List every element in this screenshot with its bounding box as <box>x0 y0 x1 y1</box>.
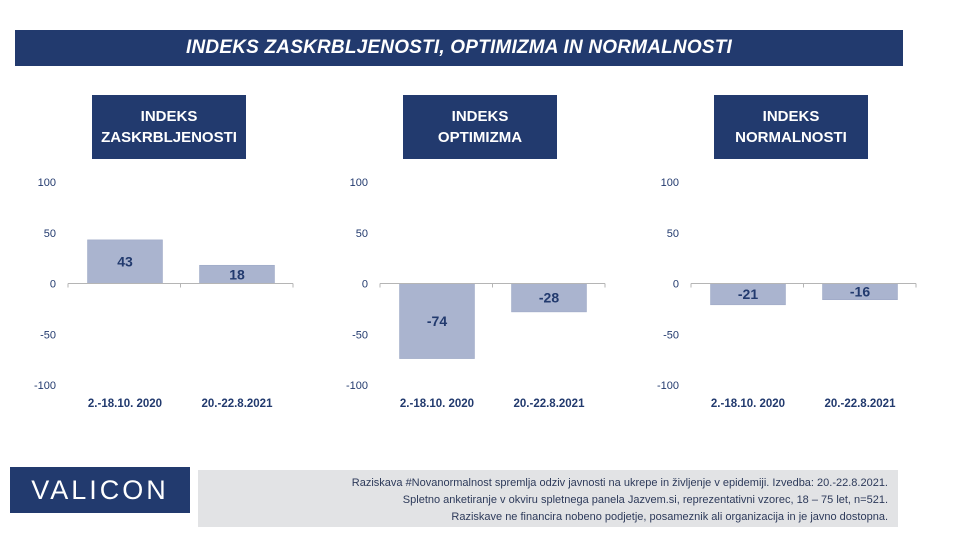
chart-title-line-2: ZASKRBLJENOSTI <box>101 129 237 146</box>
bar <box>87 239 163 284</box>
chart-optimizem: 100 50 0 -50 -100 -74 -28 2.-18.10. 2020 20.-22.… <box>346 177 606 410</box>
chart-title-line-1: INDEKS <box>451 108 509 125</box>
valicon-logo: VALICON <box>10 467 190 513</box>
y-tick-label: 0 <box>673 279 679 291</box>
category-label: 2.-18.10. 2020 <box>88 398 162 410</box>
footer-line-3: Raziskave ne financira nobeno podjetje, … <box>451 511 888 523</box>
y-tick-label: 0 <box>362 279 368 291</box>
bar-value-label: 18 <box>229 266 245 282</box>
bar-value-label: 43 <box>117 254 133 270</box>
y-tick-label: -50 <box>40 329 56 341</box>
category-label: 2.-18.10. 2020 <box>400 398 474 410</box>
y-tick-label: 100 <box>350 177 368 189</box>
chart-title-line-2: NORMALNOSTI <box>735 129 847 146</box>
bar <box>511 283 587 313</box>
y-tick-label: 100 <box>661 177 679 189</box>
y-tick-label: 0 <box>50 279 56 291</box>
main-title: INDEKS ZASKRBLJENOSTI, OPTIMIZMA IN NORM… <box>15 30 903 66</box>
chart-title-optimizem: INDEKS OPTIMIZMA <box>403 95 557 159</box>
y-tick-label: -50 <box>352 329 368 341</box>
chart-title-line-1: INDEKS <box>140 108 198 125</box>
y-tick-label: -100 <box>34 380 56 392</box>
bar <box>399 283 475 359</box>
y-tick-label: -50 <box>663 329 679 341</box>
category-label: 20.-22.8.2021 <box>825 398 897 410</box>
footer-line-2: Spletno anketiranje v okviru spletnega p… <box>402 494 888 506</box>
footer-note: Raziskava #Novanormalnost spremlja odziv… <box>198 470 898 527</box>
chart-zaskrbljenost: 100 50 0 -50 -100 43 18 2.-18.10. 2020 20.-22.8.… <box>34 177 294 410</box>
bar-value-label: -28 <box>539 290 559 306</box>
category-label: 2.-18.10. 2020 <box>711 398 785 410</box>
y-tick-label: 50 <box>44 228 56 240</box>
bar-value-label: -16 <box>850 284 870 300</box>
chart-normalnost: 100 50 0 -50 -100 -21 -16 2.-18.10. 2020 20.-22.… <box>657 177 917 410</box>
bar-value-label: -74 <box>427 313 447 329</box>
footer-line-1: Raziskava #Novanormalnost spremlja odziv… <box>351 477 888 489</box>
bar-value-label: -21 <box>738 286 758 302</box>
y-tick-label: 50 <box>356 228 368 240</box>
chart-title-normalnost: INDEKS NORMALNOSTI <box>714 95 868 159</box>
y-tick-label: 50 <box>667 228 679 240</box>
category-label: 20.-22.8.2021 <box>202 398 274 410</box>
y-tick-label: -100 <box>346 380 368 392</box>
y-tick-label: 100 <box>38 177 56 189</box>
y-tick-label: -100 <box>657 380 679 392</box>
chart-title-zaskrbljenost: INDEKS ZASKRBLJENOSTI <box>92 95 246 159</box>
category-label: 20.-22.8.2021 <box>514 398 586 410</box>
chart-title-line-2: OPTIMIZMA <box>437 129 523 146</box>
chart-title-line-1: INDEKS <box>762 108 820 125</box>
